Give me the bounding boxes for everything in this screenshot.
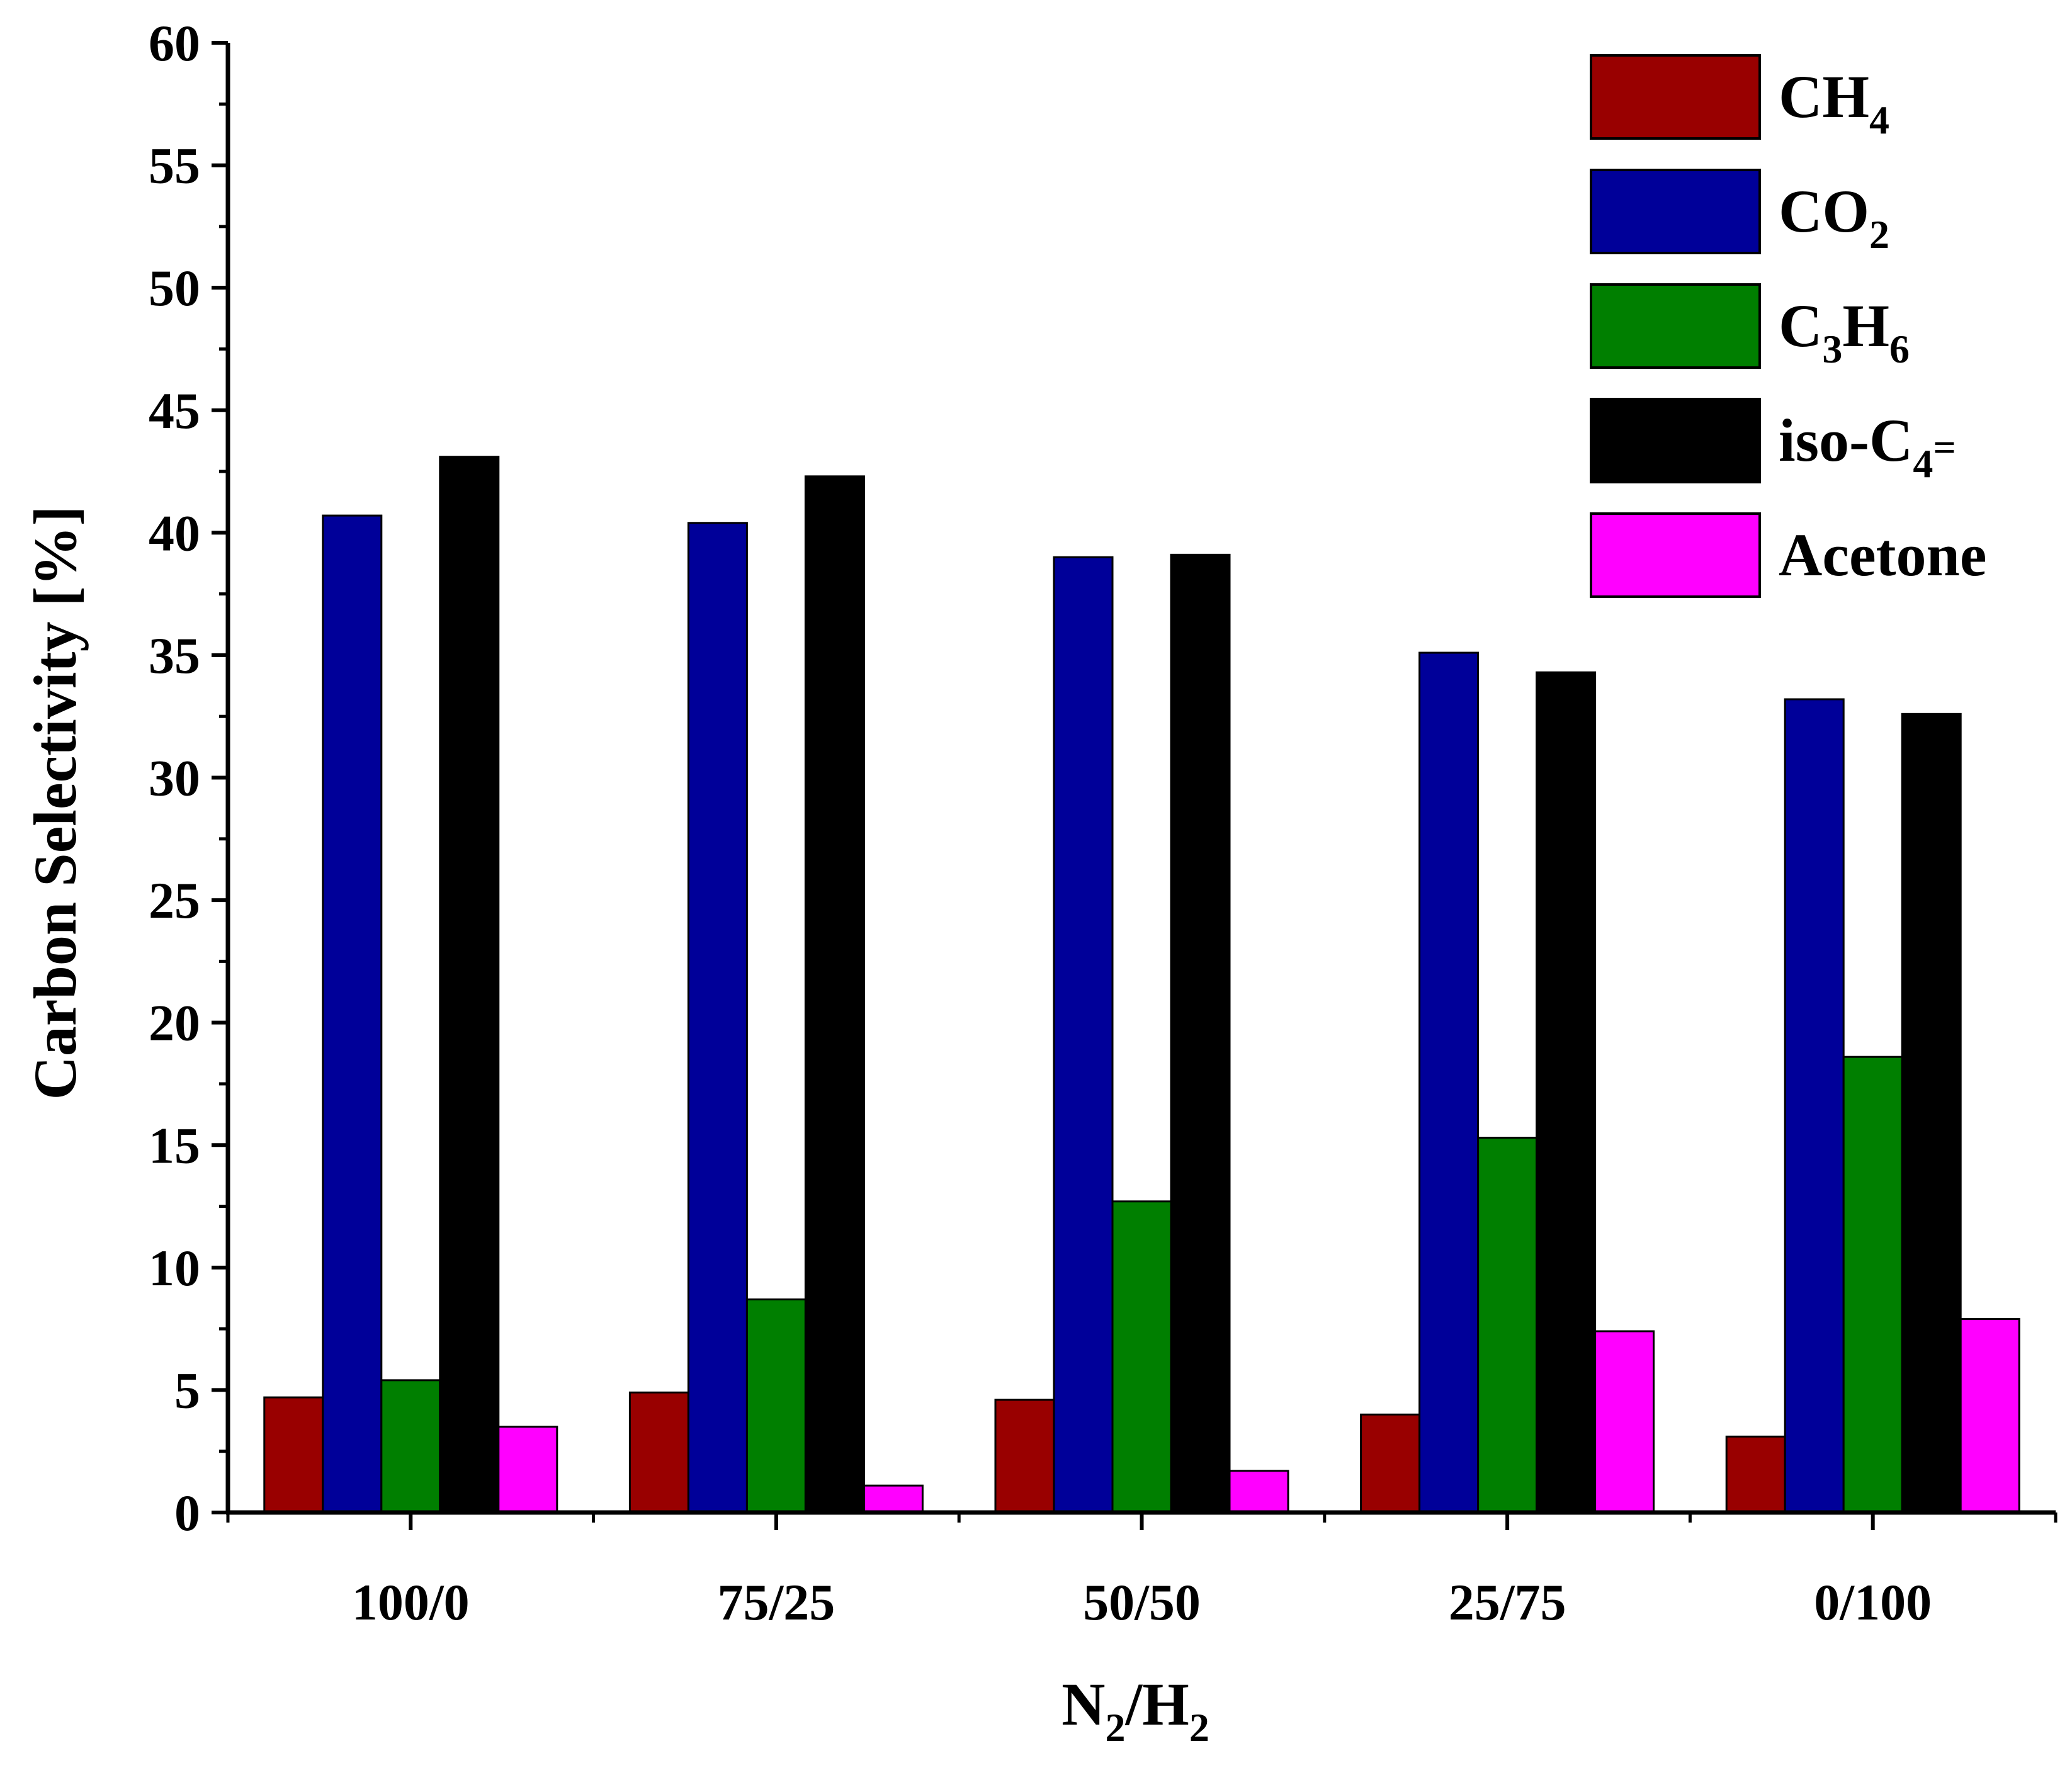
legend-swatch-c3h6 <box>1590 283 1761 369</box>
bar-ch4-25-75 <box>1360 1413 1421 1514</box>
bar-iso-c4--50-50 <box>1170 553 1231 1514</box>
bar-ch4-50-50 <box>994 1399 1055 1514</box>
legend-label-co2: CO2 <box>1779 177 1889 257</box>
legend-label-c3h6-part: C <box>1779 292 1822 359</box>
x-tick-label: 25/75 <box>1449 1574 1566 1631</box>
legend-label-acetone: Acetone <box>1779 521 1987 589</box>
x-axis-title-part: N <box>1061 1670 1105 1738</box>
y-tick-label: 0 <box>174 1484 200 1541</box>
bar-c3h6-100-0 <box>380 1379 441 1514</box>
bar-acetone-75-25 <box>863 1484 924 1514</box>
bar-c3h6-50-50 <box>1111 1200 1172 1514</box>
bar-c3h6-75-25 <box>745 1298 807 1514</box>
x-axis-title-part: 2 <box>1189 1705 1209 1750</box>
bar-iso-c4--100-0 <box>439 456 500 1514</box>
bar-co2-100-0 <box>322 514 383 1514</box>
legend-swatch-acetone <box>1590 512 1761 598</box>
x-tick-label: 100/0 <box>352 1574 470 1631</box>
bar-co2-50-50 <box>1053 556 1114 1514</box>
y-tick-label: 30 <box>149 750 200 807</box>
legend-label-iso-c4--part: 4 <box>1913 441 1933 486</box>
legend-label-c3h6: C3H6 <box>1779 292 1910 371</box>
legend-label-acetone-part: Acetone <box>1779 521 1987 589</box>
bar-iso-c4--0-100 <box>1901 713 1962 1514</box>
legend-label-iso-c4--part: = <box>1933 425 1956 470</box>
y-axis-title: Carbon Selectivity [%] <box>21 506 89 1100</box>
legend-label-ch4-part: CH <box>1779 63 1869 130</box>
y-tick-label: 15 <box>149 1117 200 1174</box>
y-tick-label: 35 <box>149 627 200 684</box>
x-axis-title-part: 2 <box>1105 1705 1125 1750</box>
x-axis-title-part: /H <box>1124 1670 1189 1738</box>
bar-ch4-100-0 <box>263 1396 324 1514</box>
bar-c3h6-25-75 <box>1477 1137 1538 1514</box>
bar-acetone-25-75 <box>1594 1330 1655 1514</box>
bar-iso-c4--25-75 <box>1536 671 1597 1514</box>
y-tick-label: 50 <box>149 259 200 317</box>
y-tick-label: 5 <box>174 1361 200 1419</box>
legend-label-ch4: CH4 <box>1779 63 1889 142</box>
bar-acetone-0-100 <box>1959 1318 2020 1514</box>
y-tick-label: 45 <box>149 382 200 439</box>
x-tick-label: 50/50 <box>1083 1574 1201 1631</box>
legend-label-c3h6-part: H <box>1842 292 1889 359</box>
y-tick-label: 10 <box>149 1239 200 1297</box>
y-tick-label: 55 <box>149 137 200 194</box>
legend-label-co2-part: CO <box>1779 177 1869 245</box>
y-tick-label: 20 <box>149 994 200 1052</box>
axes-layer: 0 5 10 15 20 25 30 35 40 45 50 55 60 100/0 75/25 50/50 2… <box>21 14 2058 1750</box>
legend-label-ch4-part: 4 <box>1869 98 1889 142</box>
x-tick-label: 0/100 <box>1814 1574 1932 1631</box>
legend-label-iso-c4--part: iso-C <box>1779 407 1913 474</box>
legend-label-co2-part: 2 <box>1869 212 1889 257</box>
bar-c3h6-0-100 <box>1842 1056 1903 1514</box>
y-tick-label: 25 <box>149 872 200 929</box>
bar-co2-0-100 <box>1784 698 1845 1514</box>
legend-label-c3h6-part: 6 <box>1889 327 1910 371</box>
legend-swatch-co2 <box>1590 169 1761 254</box>
legend-label-iso-c4-: iso-C4= <box>1779 407 1956 486</box>
bar-ch4-75-25 <box>628 1391 689 1514</box>
bar-acetone-100-0 <box>497 1426 558 1514</box>
x-axis-title: N2/H2 <box>1061 1670 1209 1750</box>
y-tick-label: 60 <box>149 14 200 72</box>
bar-iso-c4--75-25 <box>804 475 865 1514</box>
bar-acetone-50-50 <box>1228 1470 1289 1514</box>
legend-swatch-ch4 <box>1590 54 1761 140</box>
bar-co2-75-25 <box>687 522 748 1514</box>
bars-layer <box>263 456 2020 1514</box>
y-tick-label: 40 <box>149 504 200 561</box>
bar-co2-25-75 <box>1418 651 1480 1514</box>
legend-swatch-iso-c4- <box>1590 398 1761 483</box>
legend-label-c3h6-part: 3 <box>1822 327 1842 371</box>
bar-ch4-0-100 <box>1725 1435 1786 1514</box>
x-tick-label: 75/25 <box>718 1574 835 1631</box>
